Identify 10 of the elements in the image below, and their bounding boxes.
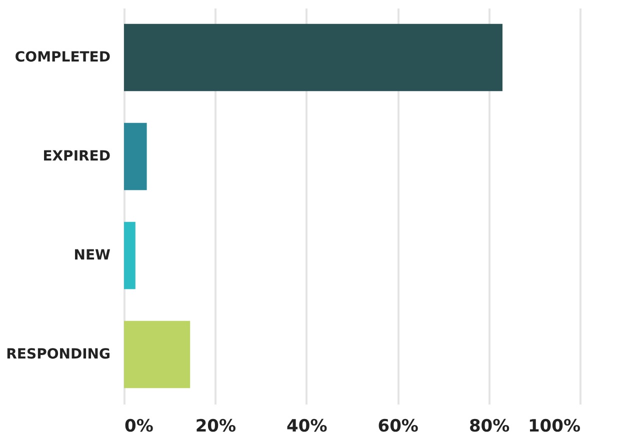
y-tick-label: NEW [74, 248, 110, 264]
x-tick-label: 60% [378, 416, 418, 436]
x-tick-label: 100% [528, 416, 580, 436]
x-tick-label: 40% [286, 416, 328, 436]
x-tick-label: 20% [195, 416, 236, 436]
y-tick-label: RESPONDING [6, 346, 110, 362]
x-tick-label: 0% [124, 416, 154, 436]
x-tick-label: 80% [468, 416, 510, 436]
y-tick-label: COMPLETED [14, 50, 110, 66]
y-tick-label: EXPIRED [42, 148, 110, 164]
